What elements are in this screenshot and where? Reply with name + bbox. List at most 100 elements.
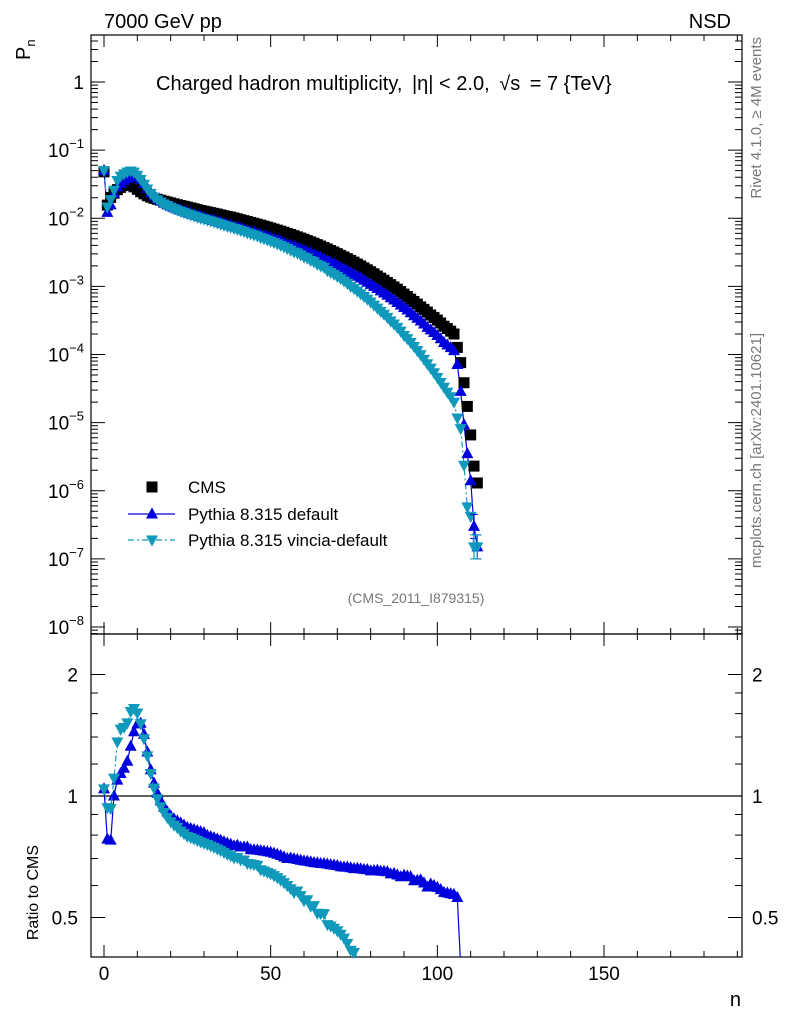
y-tick-label-exponent: −2 xyxy=(69,204,84,219)
ratio-point-pythia-vincia xyxy=(144,768,157,781)
cms-data-point xyxy=(455,357,467,369)
y-tick-label-exponent: −1 xyxy=(69,136,84,151)
y-tick-label-ratio-left: 0.5 xyxy=(52,909,78,930)
pythia-default-point xyxy=(464,474,477,486)
y-axis-label-main: Pn xyxy=(13,39,38,60)
plot-title-eta: |η| < 2.0, xyxy=(412,73,490,95)
rivet-version-label: Rivet 4.1.0, ≥ 4M events xyxy=(748,37,765,199)
ratio-point-pythia-vincia xyxy=(131,708,144,720)
legend-label: CMS xyxy=(188,478,226,497)
y-tick-label-ratio-left: 1 xyxy=(67,787,78,808)
y-tick-label-ratio-right: 2 xyxy=(752,666,763,687)
ratio-point-pythia-vincia xyxy=(301,895,314,907)
y-tick-label-base: 10 xyxy=(48,209,69,230)
y-tick-label-ratio-left: 2 xyxy=(67,666,78,687)
plot-title-part2: = 7 {TeV} xyxy=(530,73,612,95)
ratio-point-pythia-vincia xyxy=(318,909,330,921)
legend-marker xyxy=(146,507,158,519)
y-tick-label-main: 10−4 xyxy=(48,341,84,367)
ratio-point-pythia-vincia xyxy=(341,938,354,950)
pythia-vincia-point xyxy=(98,166,110,178)
ratio-point-pythia-default xyxy=(451,890,464,902)
ratio-point-pythia-vincia xyxy=(148,783,160,795)
ratio-point-pythia-default xyxy=(128,725,140,737)
y-tick-label-exponent: −4 xyxy=(69,341,84,356)
ratio-point-pythia-vincia xyxy=(98,784,110,796)
y-tick-label-base: 1 xyxy=(73,73,84,94)
x-tick-label: 150 xyxy=(588,964,620,985)
ratio-point-pythia-vincia xyxy=(138,734,150,746)
pythia-vincia-point xyxy=(458,460,470,472)
y-tick-label-base: 10 xyxy=(48,414,69,435)
cms-data-point xyxy=(458,377,470,389)
ratio-point-pythia-vincia xyxy=(154,802,167,814)
ratio-point-pythia-vincia xyxy=(134,719,147,731)
x-tick-label: 50 xyxy=(260,964,281,985)
cms-data-point xyxy=(448,328,460,340)
legend-marker xyxy=(146,535,158,547)
legend: CMS Pythia 8.315 default Pythia 8.315 vinc… xyxy=(128,478,388,550)
ratio-line-pythia-vincia xyxy=(103,707,359,957)
y-tick-label-base: 10 xyxy=(48,346,69,367)
cms-data-point xyxy=(468,460,480,472)
pythia-vincia-point xyxy=(104,195,117,207)
ratio-point-pythia-vincia xyxy=(111,737,124,749)
process-label: NSD xyxy=(689,11,731,33)
y-tick-label-base: 10 xyxy=(48,141,69,162)
cms-data-point xyxy=(465,429,477,441)
legend-marker xyxy=(146,481,158,493)
pythia-vincia-point xyxy=(451,413,464,425)
analysis-id: (CMS_2011_I879315) xyxy=(348,590,485,606)
ratio-point-pythia-default xyxy=(104,833,117,845)
y-tick-label-base: 10 xyxy=(48,618,69,639)
ratio-point-pythia-vincia xyxy=(348,947,360,960)
ratio-point-pythia-vincia xyxy=(108,773,120,785)
y-tick-label-main: 10−2 xyxy=(48,204,84,230)
y-tick-label-base: 10 xyxy=(48,482,69,503)
plot-title-sqrt: √s xyxy=(499,73,520,95)
ratio-point-pythia-vincia xyxy=(104,804,117,816)
y-tick-label-main: 10−8 xyxy=(48,613,84,639)
ratio-point-pythia-vincia xyxy=(121,718,134,730)
y-axis-label-main-base: P xyxy=(13,47,35,60)
pythia-default-point xyxy=(461,447,474,459)
x-axis-label: n xyxy=(730,989,741,1011)
plot-title-part1: Charged hadron multiplicity, xyxy=(156,73,402,95)
x-tick-label: 100 xyxy=(421,964,453,985)
y-tick-label-main: 10−3 xyxy=(48,272,84,298)
pythia-default-point xyxy=(448,344,460,356)
ratio-line-pythia-default xyxy=(103,722,461,957)
ratio-point-pythia-vincia xyxy=(141,751,154,763)
x-tick-label: 0 xyxy=(99,964,110,985)
y-tick-label-main: 10−7 xyxy=(48,545,84,571)
y-tick-label-ratio-right: 1 xyxy=(752,787,763,808)
pythia-default-point xyxy=(454,384,467,396)
ratio-point-pythia-default xyxy=(108,789,120,801)
y-tick-label-base: 10 xyxy=(48,277,69,298)
y-tick-label-base: 10 xyxy=(48,550,69,571)
main-series xyxy=(98,164,484,560)
ratio-point-pythia-default xyxy=(118,761,130,773)
axis-ticks: 0 50 100 150110−110−210−310−410−510−610−710… xyxy=(48,35,778,985)
y-tick-label-exponent: −8 xyxy=(69,613,84,628)
ratio-point-pythia-default xyxy=(121,754,134,766)
collision-label: 7000 GeV pp xyxy=(104,11,222,33)
ratio-point-pythia-default xyxy=(124,739,137,751)
y-tick-label-exponent: −3 xyxy=(69,272,84,287)
cms-data-point xyxy=(471,477,483,489)
y-tick-label-exponent: −7 xyxy=(69,545,84,560)
y-tick-label-main: 1 xyxy=(73,73,84,94)
pythia-vincia-point xyxy=(454,424,467,436)
y-tick-label-ratio-right: 0.5 xyxy=(752,909,778,930)
pythia-vincia-point xyxy=(448,397,460,409)
pythia-vincia-point xyxy=(461,502,474,514)
plot-title: Charged hadron multiplicity, |η| < 2.0, … xyxy=(156,73,612,95)
pythia-default-point xyxy=(451,357,464,370)
y-tick-label-exponent: −5 xyxy=(69,409,84,424)
y-axis-label-ratio: Ratio to CMS xyxy=(25,845,42,940)
pythia-vincia-point xyxy=(108,185,120,197)
ratio-series xyxy=(98,704,464,960)
ratio-point-pythia-vincia xyxy=(308,901,320,913)
cms-data-point xyxy=(451,341,463,353)
